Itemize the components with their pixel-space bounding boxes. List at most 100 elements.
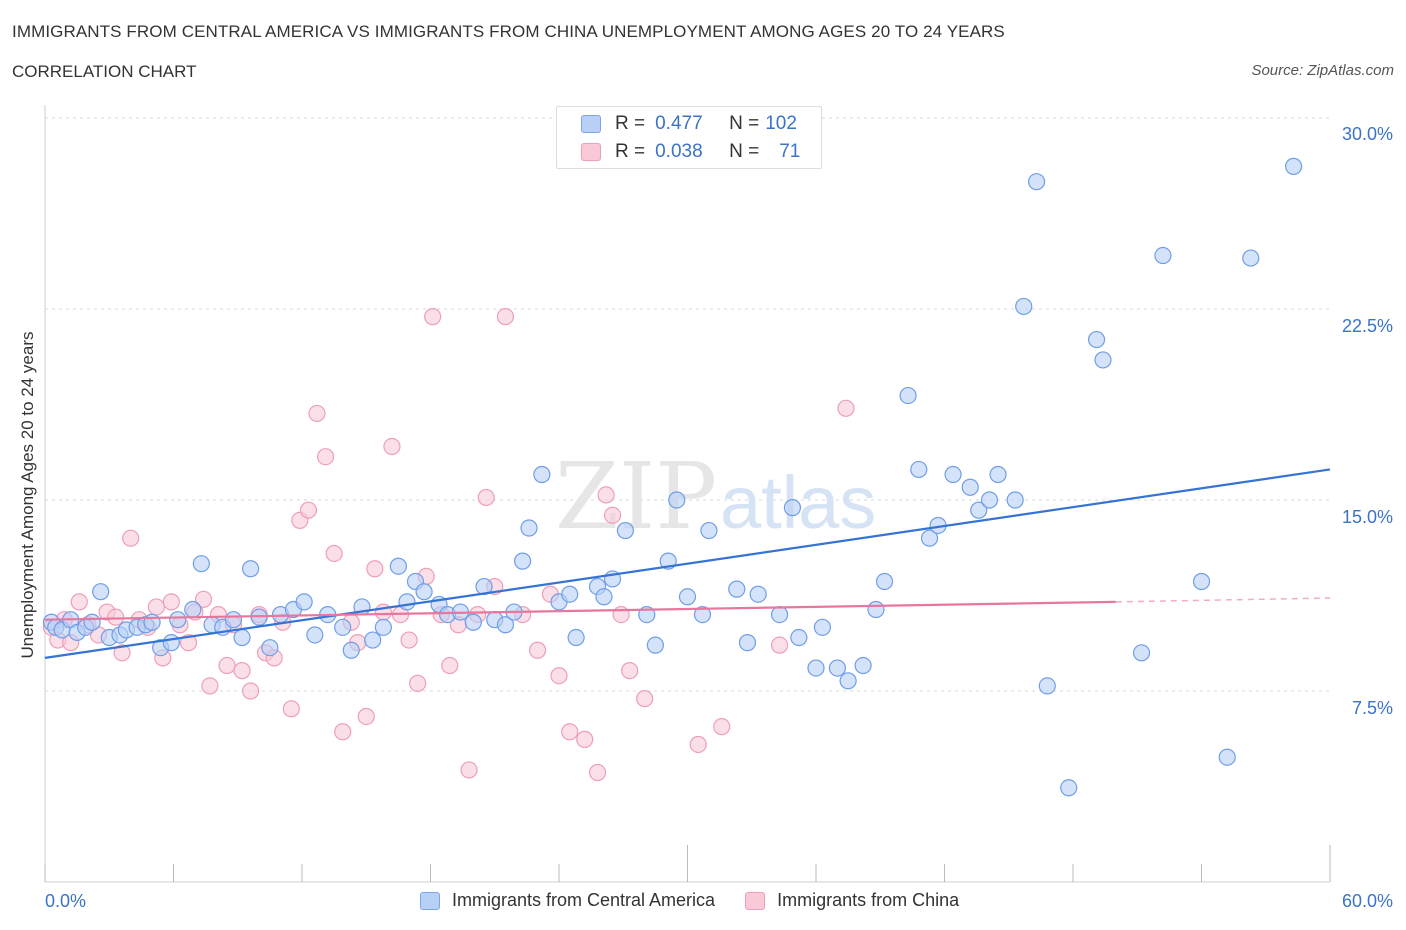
legend-label-central-america: Immigrants from Central America <box>452 890 716 910</box>
data-point <box>837 399 855 417</box>
data-point <box>920 529 939 547</box>
data-point <box>242 560 260 578</box>
data-point <box>83 613 101 631</box>
x-tick-left: 0.0% <box>45 891 87 911</box>
data-point <box>424 308 442 326</box>
data-point <box>603 506 622 524</box>
x-tick-right: 60.0% <box>1341 891 1393 911</box>
legend-row-pink: R = 0.038 N = 71 <box>581 140 800 164</box>
data-point <box>308 404 326 423</box>
legend-r-value: 0.477 <box>655 113 703 134</box>
y-tick-label: 7.5% <box>1351 698 1393 718</box>
data-point <box>528 641 547 659</box>
data-point <box>867 600 885 619</box>
data-point <box>261 639 279 657</box>
legend-label-china: Immigrants from China <box>777 890 960 910</box>
data-point <box>520 519 538 537</box>
legend-r-value: 0.038 <box>655 141 703 162</box>
legend-n-value: 102 <box>765 113 797 134</box>
data-point <box>1132 644 1151 662</box>
data-point <box>1192 572 1211 591</box>
data-point <box>295 593 313 611</box>
data-point <box>325 544 343 563</box>
trend-line-china <box>44 600 1116 621</box>
data-point <box>496 308 515 326</box>
legend-item-china[interactable]: Immigrants from China <box>745 890 959 911</box>
watermark-zip: ZIP <box>555 443 717 550</box>
data-point <box>398 593 416 611</box>
data-point <box>1242 249 1260 267</box>
data-point <box>192 555 210 573</box>
y-tick-label: 22.5% <box>1341 316 1393 336</box>
data-point <box>1218 748 1236 766</box>
data-point <box>728 580 746 598</box>
data-point <box>242 682 260 700</box>
data-point <box>224 611 243 629</box>
data-point <box>668 491 686 509</box>
data-point <box>460 761 478 779</box>
data-point <box>693 605 712 624</box>
data-point <box>749 585 767 603</box>
data-point <box>616 521 634 540</box>
data-point <box>409 674 427 692</box>
data-point <box>875 572 894 591</box>
data-point <box>364 631 382 649</box>
data-point <box>147 598 165 616</box>
chart-title: IMMIGRANTS FROM CENTRAL AMERICA VS IMMIG… <box>12 22 1005 41</box>
data-point <box>282 700 300 718</box>
legend-item-central-america[interactable]: Immigrants from Central America <box>420 890 715 911</box>
data-point <box>597 486 615 504</box>
legend-n-value: 71 <box>779 141 801 162</box>
data-point <box>1060 779 1078 797</box>
trend-line-china-extension <box>1115 597 1331 603</box>
data-point <box>342 641 360 659</box>
data-point <box>162 634 180 652</box>
data-point <box>334 723 352 741</box>
data-point <box>464 613 482 631</box>
data-point <box>169 611 187 629</box>
data-point <box>588 763 607 782</box>
data-point <box>970 501 988 519</box>
correlation-legend: R = 0.477 N = 102 R = 0.038 N = 71 <box>556 106 822 169</box>
y-tick-label: 30.0% <box>1341 124 1393 144</box>
legend-row-blue: R = 0.477 N = 102 <box>581 112 797 136</box>
data-point <box>828 659 847 677</box>
legend-n-label: N = <box>729 113 760 134</box>
data-point <box>783 499 802 517</box>
data-point <box>201 677 219 695</box>
y-axis-title: Unemployment Among Ages 20 to 24 years <box>18 331 37 659</box>
data-point <box>678 588 697 606</box>
data-point <box>496 616 515 634</box>
data-point <box>194 590 213 608</box>
legend-r-label: R = <box>615 141 646 162</box>
data-point <box>513 552 532 570</box>
data-point <box>113 644 131 662</box>
data-point <box>646 636 664 654</box>
data-point <box>550 667 568 685</box>
data-point <box>441 656 459 675</box>
data-point <box>316 448 335 466</box>
trend-lines <box>44 468 1331 659</box>
data-point <box>1006 491 1024 509</box>
data-point <box>107 608 125 626</box>
data-point <box>122 529 140 547</box>
data-point <box>179 634 198 652</box>
data-point <box>357 707 375 726</box>
data-point <box>713 718 731 736</box>
data-point <box>143 613 161 631</box>
data-point <box>1154 246 1172 265</box>
data-point <box>1027 173 1046 191</box>
data-point <box>961 478 979 496</box>
data-point <box>383 437 401 456</box>
series-legend: Immigrants from Central America Immigran… <box>420 890 989 911</box>
data-point <box>533 465 551 484</box>
data-point <box>770 605 789 624</box>
data-point <box>839 672 857 690</box>
data-point <box>389 557 407 575</box>
data-point <box>790 628 808 647</box>
data-point <box>184 600 202 619</box>
y-tick-label: 15.0% <box>1341 507 1393 527</box>
data-point <box>299 501 318 519</box>
legend-swatch-pink <box>581 143 601 161</box>
